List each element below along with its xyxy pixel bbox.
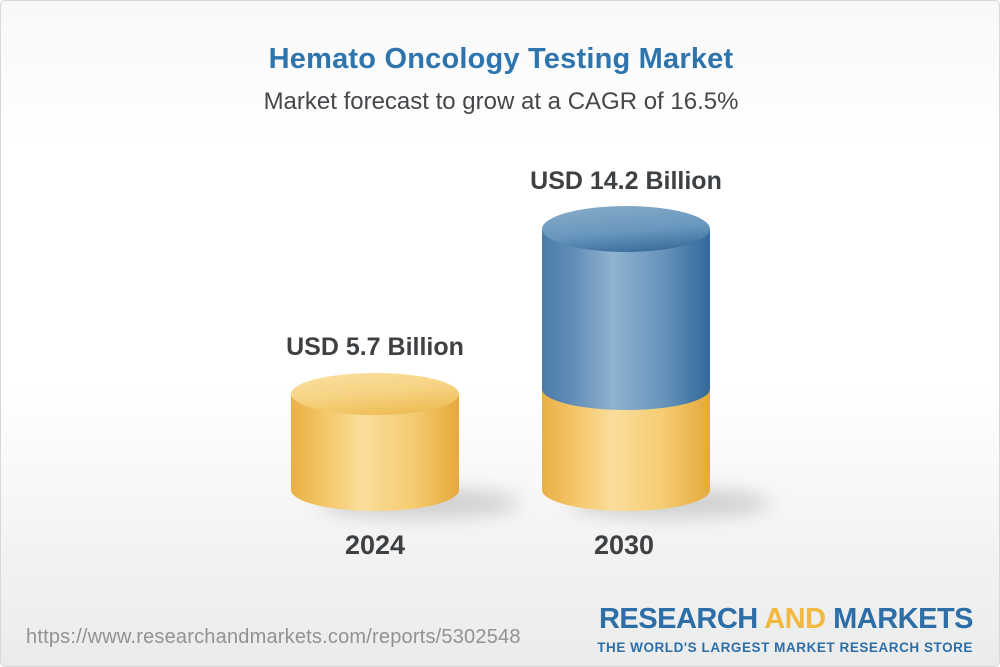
chart-title: Hemato Oncology Testing Market (268, 43, 734, 75)
logo-wordmark: RESEARCH AND MARKETS (597, 602, 974, 635)
report-url: https://www.researchandmarkets.com/repor… (26, 626, 521, 648)
bar-2024-category-label: 2024 (344, 530, 406, 560)
logo-word-markets: MARKETS (833, 602, 973, 635)
chart-subtitle: Market forecast to grow at a CAGR of 16.… (263, 88, 739, 115)
bar-2030-cylinder (542, 206, 710, 511)
bar-2024-cylinder (291, 373, 459, 511)
bar-2030-category-label: 2030 (593, 530, 655, 560)
bar-2024-value-label: USD 5.7 Billion (286, 333, 464, 361)
logo-tagline: THE WORLD'S LARGEST MARKET RESEARCH STOR… (597, 639, 973, 655)
bar-2030-value-label: USD 14.2 Billion (530, 167, 722, 195)
logo-word-and: AND (764, 602, 826, 635)
logo-word-research: RESEARCH (598, 602, 758, 635)
research-and-markets-logo: RESEARCH AND MARKETS THE WORLD'S LARGEST… (597, 602, 974, 655)
